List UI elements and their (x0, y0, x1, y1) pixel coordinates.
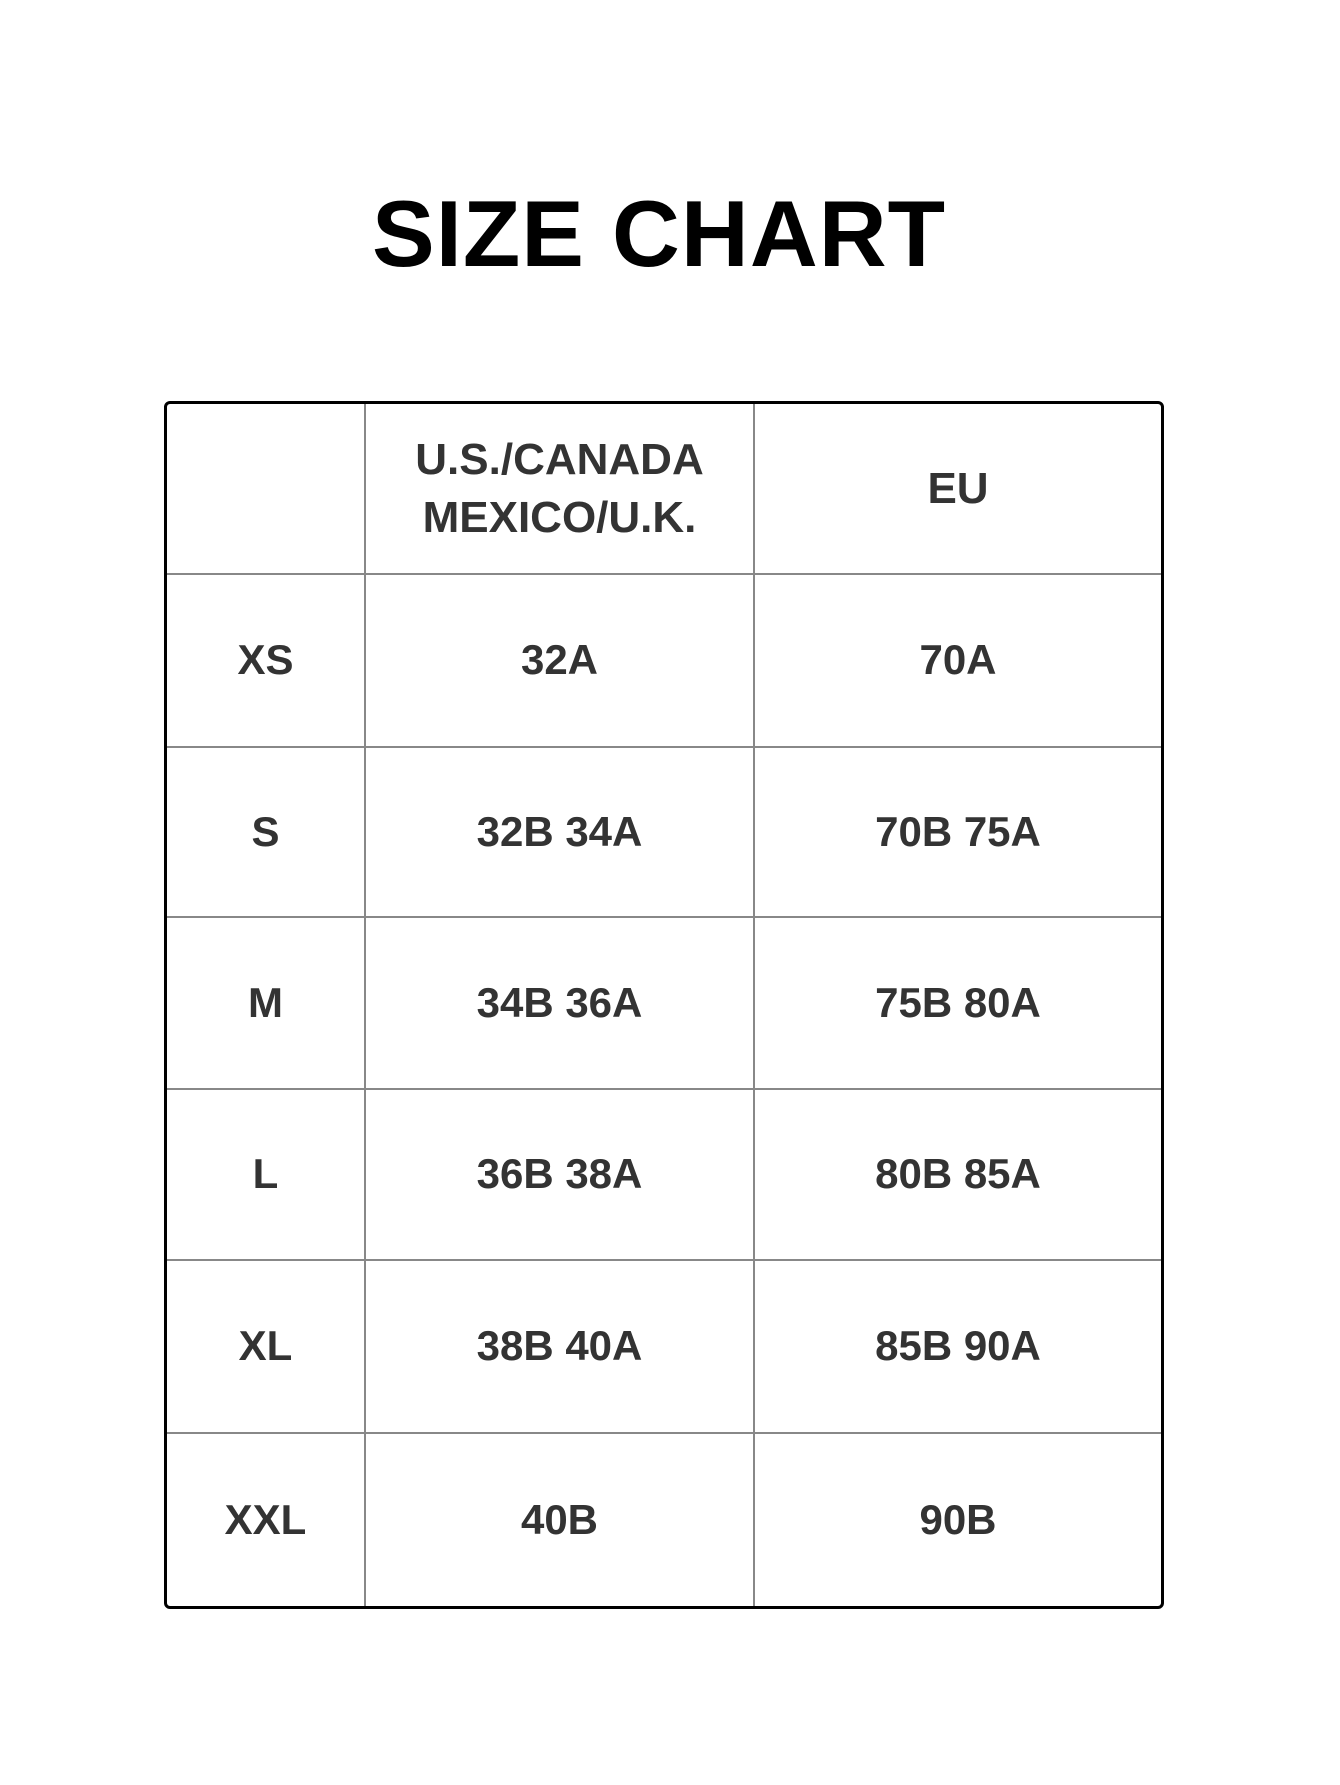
size-label-cell: M (167, 918, 366, 1090)
us-size-cell: 38B 40A (366, 1261, 755, 1434)
header-us-line-1: U.S./CANADA (415, 435, 704, 485)
header-cell-empty (167, 404, 366, 575)
eu-size-cell: 70A (755, 575, 1161, 748)
us-size-cell: 32B 34A (366, 748, 755, 918)
header-us-line-2: MEXICO/U.K. (422, 492, 697, 542)
us-size-cell: 34B 36A (366, 918, 755, 1090)
eu-size-cell: 75B 80A (755, 918, 1161, 1090)
us-size-cell: 40B (366, 1434, 755, 1606)
size-label-cell: S (167, 748, 366, 918)
us-size-cell: 32A (366, 575, 755, 748)
us-size-cell: 36B 38A (366, 1090, 755, 1261)
eu-size-cell: 80B 85A (755, 1090, 1161, 1261)
eu-size-cell: 90B (919, 1495, 997, 1543)
eu-size-cell: 85B 90A (755, 1261, 1161, 1434)
size-label-cell: L (167, 1090, 366, 1261)
size-label-cell: XXL (167, 1434, 366, 1606)
size-label-cell: XS (167, 575, 366, 748)
size-table: U.S./CANADA MEXICO/U.K. EU XS 32A 70A S 32B … (164, 401, 1164, 1609)
eu-size-cell: 70B 75A (755, 748, 1161, 918)
page-title: SIZE CHART (372, 181, 946, 286)
header-cell-us: U.S./CANADA MEXICO/U.K. (366, 404, 755, 575)
size-label-cell: XL (167, 1261, 366, 1434)
header-cell-eu: EU (755, 404, 1161, 575)
